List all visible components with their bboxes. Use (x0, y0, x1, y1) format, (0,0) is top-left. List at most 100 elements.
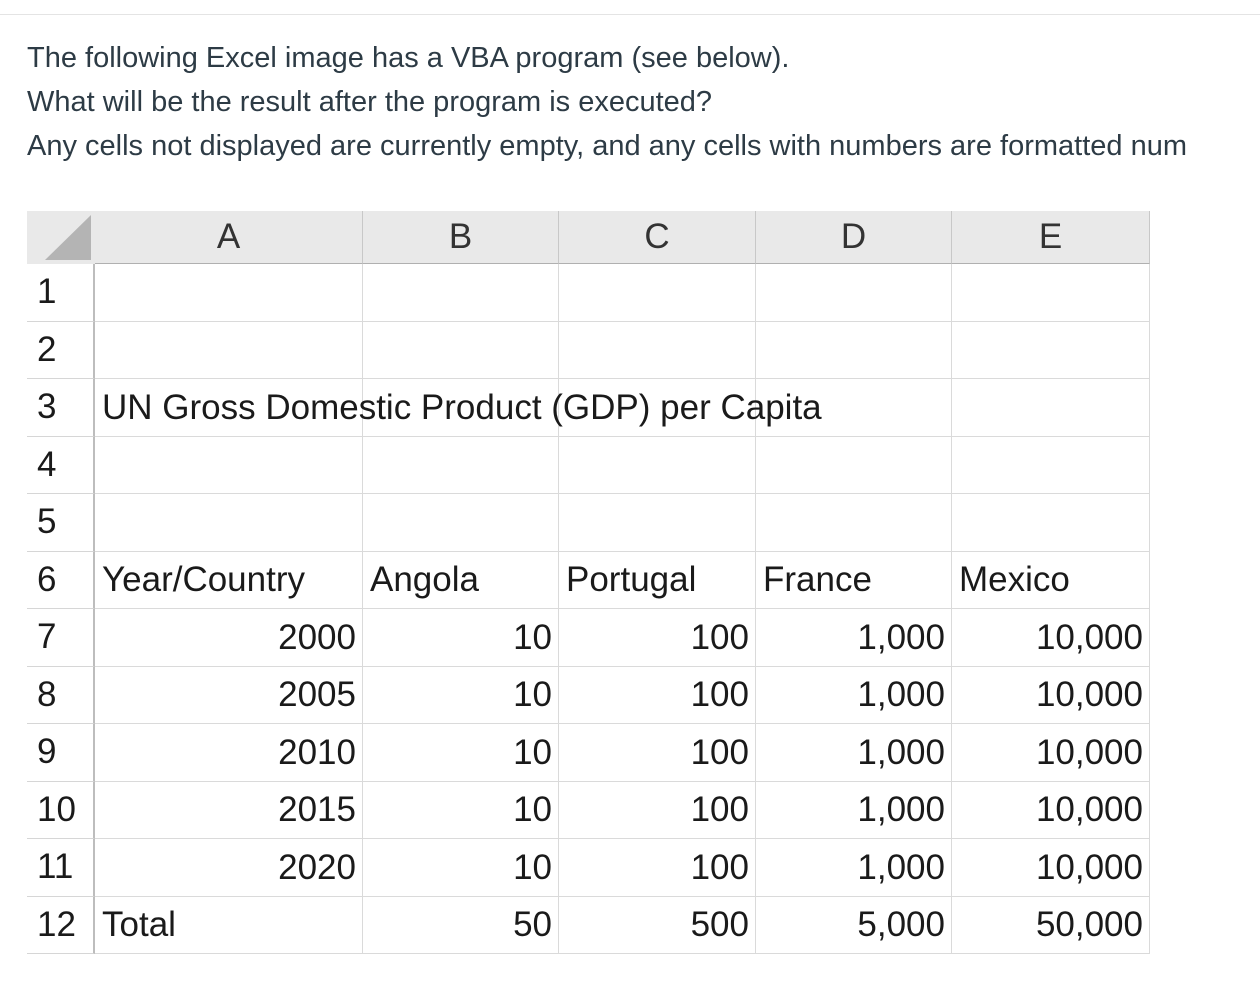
corner-triangle (45, 215, 91, 260)
column-header: E (952, 211, 1150, 264)
cell-value: 5,000 (857, 905, 945, 945)
grid-cell (756, 781, 952, 839)
grid-cell (559, 379, 756, 437)
grid-cell (756, 436, 952, 494)
cell-value: 10 (513, 617, 552, 657)
grid-cell (363, 379, 559, 437)
cell-value: 1,000 (857, 847, 945, 887)
cell-value: 100 (690, 847, 749, 887)
grid-cell (559, 666, 756, 724)
grid-cell (559, 321, 756, 379)
grid-cell (952, 666, 1150, 724)
grid-cell (95, 609, 363, 667)
cell-value: 100 (690, 790, 749, 830)
cell-value: Portugal (566, 560, 697, 600)
cell-value: 1,000 (857, 675, 945, 715)
grid-cell (363, 896, 559, 954)
row-header: 1 (27, 264, 95, 322)
cell-value: 10,000 (1035, 790, 1143, 830)
cell-value: 500 (690, 905, 749, 945)
grid-cell (952, 494, 1150, 552)
cell-value: 10 (513, 732, 552, 772)
row-header: 9 (27, 724, 95, 782)
cell-value: 10,000 (1035, 675, 1143, 715)
grid-cell (363, 609, 559, 667)
grid-cell (756, 379, 952, 437)
spreadsheet: A B C D E 1 2 3 4 5 6 7 8 9 10 11 12 UN Gross Domestic Pr… (27, 211, 1150, 954)
cell-value: 10 (513, 790, 552, 830)
row-header: 2 (27, 321, 95, 379)
cell-value: 2020 (278, 847, 356, 887)
grid-cell (363, 666, 559, 724)
grid-cell (95, 494, 363, 552)
column-header: D (756, 211, 952, 264)
cell-value: 100 (690, 617, 749, 657)
row-header: 10 (27, 781, 95, 839)
grid-cell (363, 494, 559, 552)
row-header: 6 (27, 551, 95, 609)
grid-cell (952, 264, 1150, 322)
grid-cell (952, 781, 1150, 839)
cell-value: France (763, 560, 872, 600)
grid-cell (756, 724, 952, 782)
grid-cell (559, 551, 756, 609)
grid-cell (952, 609, 1150, 667)
grid-cell (756, 896, 952, 954)
grid-cell (952, 321, 1150, 379)
grid-cell (363, 321, 559, 379)
cell-value: Mexico (959, 560, 1070, 600)
row-header: 11 (27, 839, 95, 897)
grid-cell (559, 839, 756, 897)
grid-cell (95, 666, 363, 724)
cell-value: 1,000 (857, 732, 945, 772)
cell-value: 1,000 (857, 790, 945, 830)
grid-cell (559, 436, 756, 494)
cell-value: 50,000 (1035, 905, 1143, 945)
cell-value: 2000 (278, 617, 356, 657)
row-header: 12 (27, 896, 95, 954)
select-all-corner (27, 211, 95, 264)
grid-cell (363, 551, 559, 609)
question-line: What will be the result after the progra… (27, 86, 713, 118)
row-header: 4 (27, 436, 95, 494)
grid-cell (559, 494, 756, 552)
grid-cell (363, 839, 559, 897)
grid-cell (559, 724, 756, 782)
column-header: A (95, 211, 363, 264)
grid-cell (363, 436, 559, 494)
cell-value: 2005 (278, 675, 356, 715)
cell-value: 100 (690, 732, 749, 772)
cell-value: 1,000 (857, 617, 945, 657)
grid-cell (363, 264, 559, 322)
grid-cell (756, 321, 952, 379)
column-header: B (363, 211, 559, 264)
grid-cell (363, 724, 559, 782)
row-header: 5 (27, 494, 95, 552)
grid-cell (559, 264, 756, 322)
grid-cell (756, 609, 952, 667)
cell-value: 10 (513, 847, 552, 887)
cell-value: 10,000 (1035, 847, 1143, 887)
cell-value: 10,000 (1035, 732, 1143, 772)
grid-cell (95, 321, 363, 379)
grid-cell (756, 839, 952, 897)
grid-cell (95, 896, 363, 954)
cell-value: Year/Country (102, 560, 305, 600)
grid-cell (756, 264, 952, 322)
grid-cell (95, 781, 363, 839)
grid-cell (756, 551, 952, 609)
column-header: C (559, 211, 756, 264)
grid-cell (756, 494, 952, 552)
grid-cell (95, 436, 363, 494)
cell-value: Total (102, 905, 176, 945)
grid-cell (952, 839, 1150, 897)
grid-cell (559, 609, 756, 667)
cell-value: 2015 (278, 790, 356, 830)
cell-value: 100 (690, 675, 749, 715)
grid-cell (952, 379, 1150, 437)
question: The following Excel image has a VBA prog… (27, 36, 1260, 168)
cell-value: Angola (370, 560, 479, 600)
row-header: 8 (27, 666, 95, 724)
row-header: 7 (27, 609, 95, 667)
